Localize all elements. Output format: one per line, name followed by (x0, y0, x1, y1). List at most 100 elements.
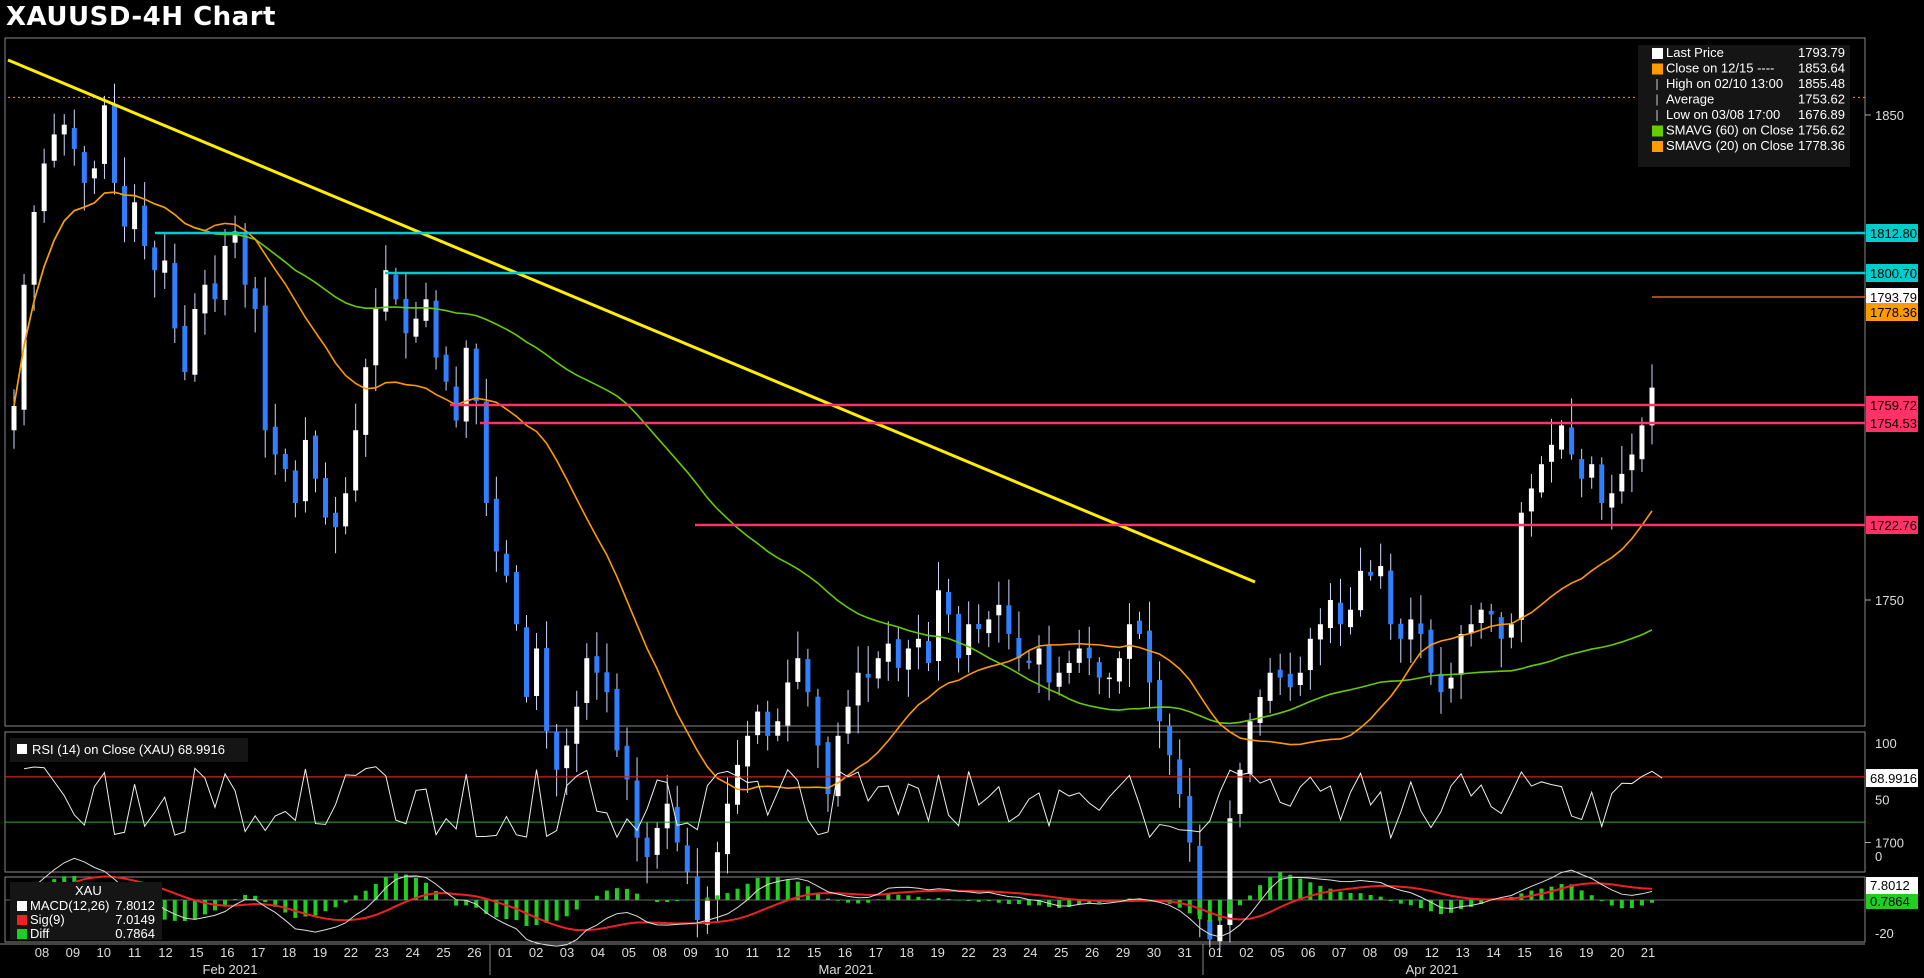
macd-histogram-bar (1368, 895, 1373, 900)
candle-body (232, 231, 238, 243)
x-month-label: Mar 2021 (819, 962, 874, 977)
macd-histogram-bar (1579, 890, 1584, 900)
macd-histogram-bar (1609, 900, 1614, 906)
macd-histogram-bar (373, 883, 378, 900)
candle-body (1528, 488, 1534, 512)
x-day-label: 25 (436, 945, 450, 960)
x-day-label: 26 (467, 945, 481, 960)
candle-body (403, 298, 409, 334)
macd-histogram-bar (1549, 886, 1554, 900)
candle-body (383, 270, 389, 312)
macd-tick-label: -20 (1875, 926, 1894, 941)
macd-histogram-bar (1057, 900, 1062, 909)
macd-histogram-bar (202, 900, 207, 915)
macd-histogram-bar (966, 900, 971, 901)
x-day-label: 24 (405, 945, 419, 960)
x-day-label: 19 (1579, 945, 1593, 960)
macd-histogram-bar (1378, 896, 1383, 900)
macd-histogram-bar (172, 900, 177, 921)
candle-body (845, 706, 851, 734)
macd-histogram-bar (594, 895, 599, 900)
macd-swatch (17, 915, 27, 925)
candle-body (544, 648, 550, 731)
legend-value: 1853.64 (1798, 61, 1845, 76)
macd-histogram-bar (182, 900, 187, 922)
candle-body (1549, 444, 1555, 462)
price-tag-label: 1793.79 (1870, 290, 1917, 305)
candle-body (272, 426, 278, 455)
rsi-tick-label: 100 (1875, 736, 1897, 751)
macd-histogram-bar (1388, 900, 1393, 902)
candle-body (1257, 697, 1263, 723)
chart-title: XAUUSD-4H Chart (6, 2, 276, 32)
candle-body (41, 163, 47, 212)
candle-body (282, 453, 288, 470)
candle-body (1589, 464, 1595, 478)
candle-body (463, 347, 469, 422)
macd-histogram-bar (574, 900, 579, 910)
candle-body (323, 477, 329, 518)
candle-body (1217, 924, 1223, 942)
legend-label: Last Price (1666, 45, 1724, 60)
candle-body (222, 245, 228, 300)
macd-item-label: Sig(9) (30, 912, 65, 927)
x-day-label: 10 (714, 945, 728, 960)
candle-body (1538, 464, 1544, 493)
legend-swatch (1652, 63, 1663, 75)
candle-body (1488, 610, 1494, 615)
candle-body (81, 152, 87, 183)
candle-body (1287, 673, 1293, 688)
candle-body (684, 845, 690, 872)
macd-histogram-bar (1348, 893, 1353, 900)
macd-histogram-bar (936, 897, 941, 900)
candle-body (554, 731, 560, 770)
macd-histogram-bar (353, 895, 358, 900)
candle-body (1337, 602, 1343, 625)
rsi-swatch (17, 744, 27, 754)
x-day-label: 13 (1455, 945, 1469, 960)
candle-body (1237, 769, 1243, 814)
x-day-label: 03 (560, 945, 574, 960)
macd-histogram-bar (836, 900, 841, 901)
macd-histogram-bar (1589, 895, 1594, 900)
macd-histogram-bar (805, 886, 810, 900)
macd-histogram-bar (1328, 888, 1333, 900)
legend-swatch (1652, 125, 1663, 137)
rsi-label-bg (10, 738, 248, 762)
candle-body (1599, 464, 1605, 503)
candle-body (162, 260, 168, 273)
price-panel-frame (4, 37, 1866, 727)
macd-histogram-bar (253, 895, 258, 900)
x-day-label: 23 (992, 945, 1006, 960)
candle-body (252, 288, 258, 309)
candle-body (1016, 637, 1022, 659)
candle-body (292, 470, 298, 503)
macd-histogram-bar (403, 874, 408, 900)
candle-body (1227, 818, 1233, 925)
candle-body (71, 128, 77, 149)
candle-body (835, 735, 841, 797)
price-tag (1866, 414, 1918, 432)
x-day-label: 15 (189, 945, 203, 960)
x-day-label: 06 (1301, 945, 1315, 960)
candle-body (1327, 600, 1333, 629)
macd-histogram-bar (1569, 884, 1574, 900)
x-day-label: 12 (1425, 945, 1439, 960)
candle-body (925, 640, 931, 664)
price-tag (1866, 288, 1918, 306)
candle-body (1428, 629, 1434, 673)
candle-body (634, 780, 640, 838)
macd-histogram-bar (554, 900, 559, 921)
macd-histogram-bar (1288, 874, 1293, 900)
x-day-label: 18 (900, 945, 914, 960)
candle-body (423, 299, 429, 321)
macd-histogram-bar (635, 893, 640, 900)
candle-body (363, 367, 369, 435)
x-day-label: 09 (1394, 945, 1408, 960)
candle-body (534, 648, 540, 697)
x-day-label: 08 (652, 945, 666, 960)
x-day-label: 18 (282, 945, 296, 960)
x-day-label: 25 (1054, 945, 1068, 960)
macd-histogram-bar (243, 894, 248, 900)
